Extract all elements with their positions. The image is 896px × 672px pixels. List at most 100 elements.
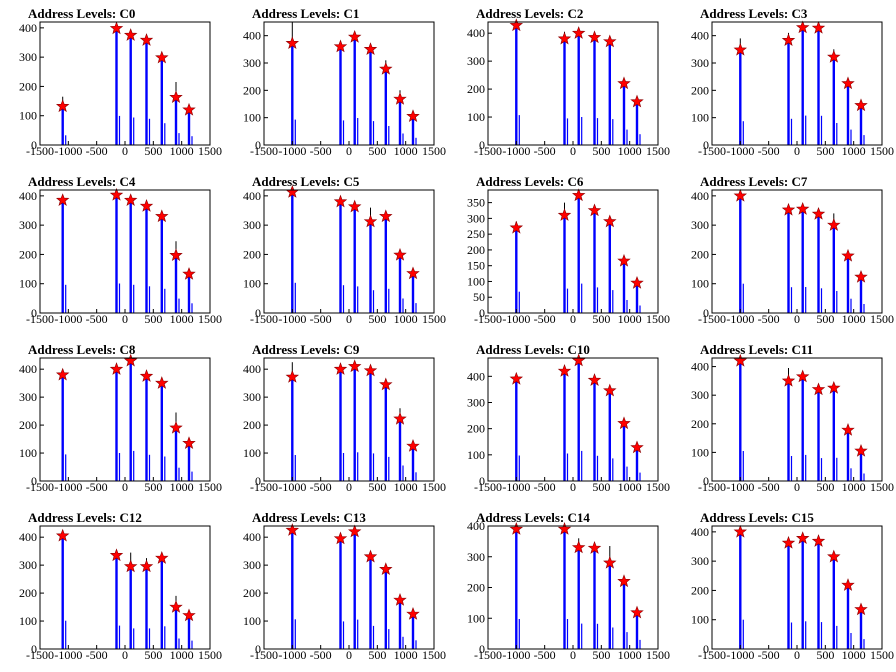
y-tick-label: 350 <box>467 196 485 210</box>
histogram-bar <box>859 609 863 649</box>
histogram-bar <box>398 255 402 313</box>
peak-marker <box>109 187 124 201</box>
y-tick-label: 200 <box>467 422 485 436</box>
x-tick-label: -500 <box>758 648 780 662</box>
chart-title: Address Levels: C11 <box>700 342 813 357</box>
peak-marker <box>854 269 868 283</box>
histogram-bar <box>339 46 342 145</box>
peak-marker <box>155 376 169 389</box>
histogram-bar <box>129 360 132 481</box>
x-tick-label: 500 <box>368 312 386 326</box>
x-tick-label: 500 <box>144 312 162 326</box>
x-tick-label: 0 <box>794 144 800 158</box>
x-tick-label: 1000 <box>842 312 866 326</box>
y-tick-label: 300 <box>19 50 37 64</box>
histogram-bar <box>577 33 580 146</box>
x-tick-label: -1500 <box>250 648 278 662</box>
histogram-bar <box>411 116 415 145</box>
histogram-bar <box>817 541 820 649</box>
y-tick-label: 300 <box>691 218 709 232</box>
y-tick-label: 50 <box>473 290 485 304</box>
y-tick-label: 400 <box>19 530 37 544</box>
x-tick-label: 500 <box>592 312 610 326</box>
y-tick-label: 150 <box>467 259 485 273</box>
histogram-bar <box>801 209 804 313</box>
peak-marker <box>406 266 420 280</box>
x-tick-label: -1000 <box>502 480 530 494</box>
chart-panel-c5: Address Levels: C5-1500 -1000 -500 0 500 1000… <box>243 174 446 326</box>
x-tick-label: -1500 <box>250 312 278 326</box>
peak-marker <box>630 275 644 289</box>
peak-marker <box>379 209 393 223</box>
x-tick-label: 0 <box>570 312 576 326</box>
peak-marker <box>617 253 631 267</box>
peak-marker <box>617 76 631 90</box>
peak-marker <box>571 353 586 367</box>
histogram-bar <box>129 35 132 146</box>
histogram-bar <box>398 418 402 481</box>
x-tick-label: 1000 <box>394 648 418 662</box>
y-tick-label: 0 <box>479 642 485 656</box>
y-tick-label: 0 <box>703 642 709 656</box>
chart-title: Address Levels: C15 <box>700 510 814 525</box>
chart-title: Address Levels: C8 <box>28 342 136 357</box>
peak-marker <box>347 359 362 373</box>
peak-marker <box>603 555 617 569</box>
histogram-bar <box>353 206 356 313</box>
x-tick-label: -1500 <box>26 144 54 158</box>
chart-panel-c4: Address Levels: C4-1500 -1000 -500 0 500 1000… <box>19 174 222 326</box>
plot-frame <box>487 189 659 314</box>
peak-marker <box>841 423 855 436</box>
y-tick-label: 300 <box>243 218 261 232</box>
y-tick-label: 300 <box>243 390 261 404</box>
histogram-bar <box>339 201 342 313</box>
x-tick-label: -500 <box>310 312 332 326</box>
y-tick-label: 200 <box>19 418 37 432</box>
y-tick-label: 100 <box>691 111 709 125</box>
histogram-bar <box>787 40 790 145</box>
histogram-bar <box>622 423 626 481</box>
y-tick-label: 0 <box>255 306 261 320</box>
histogram-bar <box>369 221 372 313</box>
peak-marker <box>333 362 348 375</box>
x-tick-label: 1500 <box>646 144 670 158</box>
y-tick-label: 300 <box>467 550 485 564</box>
x-tick-label: 0 <box>122 648 128 662</box>
y-tick-label: 0 <box>31 306 37 320</box>
peak-marker <box>509 220 524 234</box>
peak-marker <box>123 559 138 573</box>
x-tick-label: -1000 <box>54 144 82 158</box>
histogram-bar <box>384 384 387 481</box>
peak-marker <box>795 20 810 34</box>
x-tick-label: 1000 <box>618 144 642 158</box>
chart-panel-c13: Address Levels: C13 -1500 -1000 -500 0 500 100… <box>243 510 446 662</box>
x-tick-label: 0 <box>346 480 352 494</box>
y-tick-label: 200 <box>691 583 709 597</box>
chart-panel-c7: Address Levels: C7-1500 -1000 -500 0 500 1000… <box>691 174 894 326</box>
x-tick-label: -1500 <box>26 312 54 326</box>
x-tick-label: -500 <box>310 648 332 662</box>
chart-title: Address Levels: C0 <box>28 6 135 21</box>
y-tick-label: 300 <box>19 218 37 232</box>
peak-marker <box>509 371 524 385</box>
x-tick-label: 1500 <box>422 480 446 494</box>
x-tick-label: 500 <box>816 144 834 158</box>
histogram-bar <box>515 227 518 313</box>
peak-marker <box>795 531 810 545</box>
x-tick-label: 0 <box>794 312 800 326</box>
histogram-bar <box>187 443 191 481</box>
peak-marker <box>182 267 196 280</box>
histogram-bar <box>787 543 790 649</box>
peak-marker <box>182 102 196 116</box>
x-tick-label: -1000 <box>726 648 754 662</box>
histogram-bar <box>563 529 566 649</box>
peak-marker <box>587 541 602 554</box>
x-tick-label: 1500 <box>198 480 222 494</box>
peak-marker <box>109 548 124 562</box>
x-tick-label: 1000 <box>842 144 866 158</box>
x-tick-label: -500 <box>758 312 780 326</box>
x-tick-label: 500 <box>592 648 610 662</box>
x-tick-label: -1500 <box>474 480 502 494</box>
x-tick-label: 1000 <box>842 480 866 494</box>
